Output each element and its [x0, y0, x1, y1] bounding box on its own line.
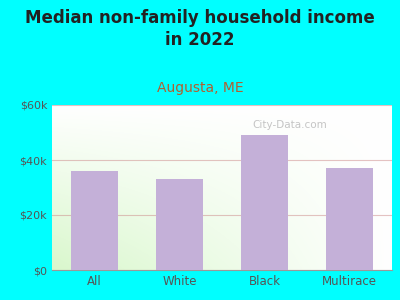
Bar: [71, 171, 118, 270]
Bar: [326, 168, 373, 270]
Text: Median non-family household income
in 2022: Median non-family household income in 20…: [25, 9, 375, 49]
Bar: [241, 135, 288, 270]
Text: Augusta, ME: Augusta, ME: [157, 81, 243, 95]
Text: City-Data.com: City-Data.com: [253, 120, 327, 130]
Bar: [156, 179, 203, 270]
